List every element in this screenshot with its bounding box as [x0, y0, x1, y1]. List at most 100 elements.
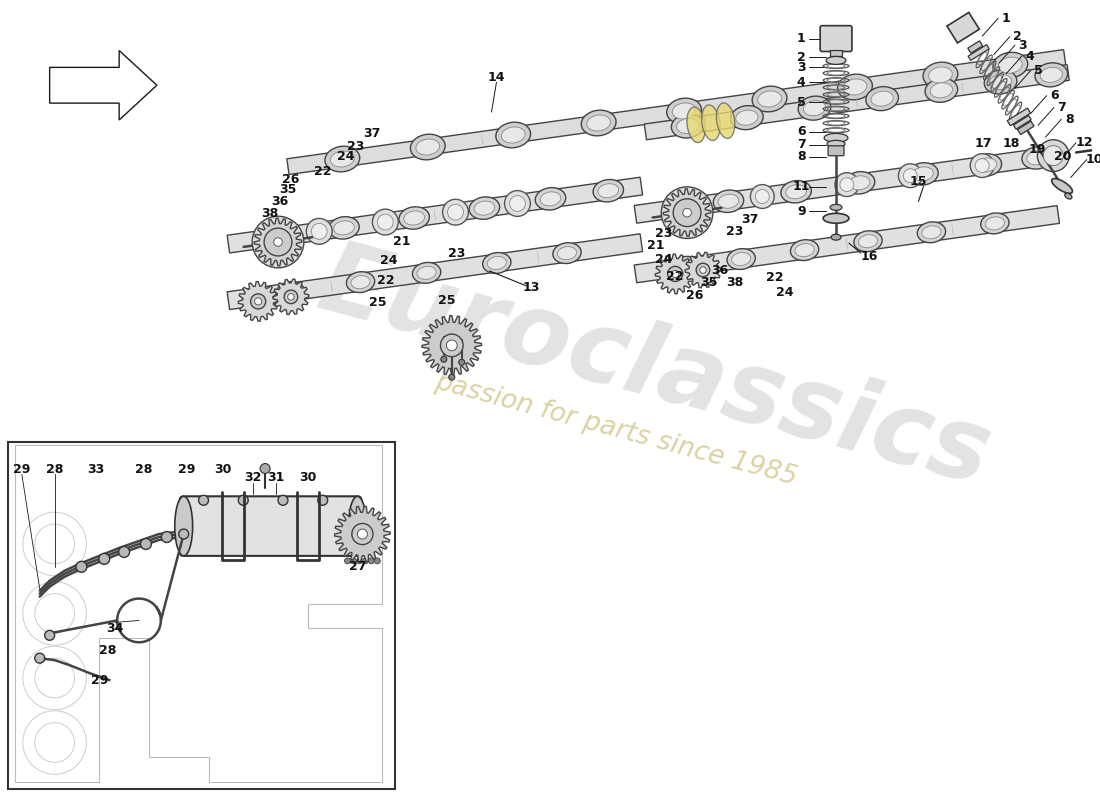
Polygon shape [635, 146, 1059, 223]
Text: 6: 6 [1050, 89, 1059, 102]
Text: 29: 29 [90, 674, 108, 686]
Ellipse shape [668, 202, 689, 215]
Ellipse shape [536, 188, 565, 210]
Ellipse shape [349, 496, 366, 556]
Text: 1: 1 [1002, 12, 1011, 25]
Circle shape [99, 554, 110, 564]
Circle shape [696, 263, 710, 277]
Circle shape [368, 558, 374, 564]
Ellipse shape [672, 103, 696, 119]
Circle shape [288, 294, 294, 300]
Text: 37: 37 [741, 213, 758, 226]
Circle shape [141, 538, 152, 550]
Ellipse shape [417, 266, 437, 279]
Circle shape [377, 214, 393, 230]
Text: 38: 38 [726, 276, 744, 290]
Ellipse shape [558, 246, 576, 260]
Ellipse shape [976, 158, 997, 172]
Ellipse shape [986, 217, 1004, 230]
Ellipse shape [676, 118, 698, 134]
Ellipse shape [267, 230, 288, 244]
Circle shape [356, 558, 362, 564]
Circle shape [678, 204, 696, 222]
Ellipse shape [803, 101, 826, 116]
Circle shape [251, 294, 266, 309]
Text: 5: 5 [1034, 64, 1043, 77]
Ellipse shape [553, 242, 581, 263]
Circle shape [274, 238, 283, 246]
Polygon shape [239, 282, 278, 322]
Text: 31: 31 [267, 471, 285, 484]
Polygon shape [685, 252, 720, 288]
Circle shape [835, 173, 859, 197]
Ellipse shape [672, 256, 701, 277]
Circle shape [45, 630, 55, 640]
Text: 38: 38 [262, 207, 278, 220]
Ellipse shape [496, 122, 530, 148]
Circle shape [199, 495, 209, 506]
Text: 8: 8 [1065, 113, 1074, 126]
Ellipse shape [826, 57, 846, 64]
Circle shape [351, 558, 356, 564]
Circle shape [459, 359, 464, 366]
Polygon shape [968, 41, 982, 54]
Ellipse shape [483, 253, 510, 274]
Polygon shape [287, 50, 1066, 174]
Bar [8, 442, 395, 790]
Polygon shape [947, 12, 979, 43]
Ellipse shape [1026, 151, 1047, 165]
Ellipse shape [280, 286, 300, 298]
FancyBboxPatch shape [821, 26, 851, 51]
Ellipse shape [412, 262, 441, 283]
Text: 26: 26 [686, 290, 704, 302]
Text: 22: 22 [376, 274, 394, 287]
Circle shape [750, 185, 774, 209]
Text: 2: 2 [1013, 30, 1022, 43]
Text: 23: 23 [654, 226, 672, 240]
Ellipse shape [702, 105, 721, 141]
Circle shape [374, 558, 381, 564]
Ellipse shape [989, 74, 1012, 90]
Circle shape [119, 546, 130, 558]
Ellipse shape [858, 234, 878, 248]
Ellipse shape [917, 222, 946, 242]
Circle shape [683, 208, 692, 217]
Ellipse shape [470, 197, 499, 219]
Text: 18: 18 [1002, 138, 1020, 150]
Polygon shape [273, 279, 309, 314]
Text: Euroclassics: Euroclassics [309, 234, 1001, 506]
Text: 9: 9 [798, 205, 805, 218]
Text: 19: 19 [1028, 143, 1046, 156]
Text: 24: 24 [381, 254, 398, 267]
Circle shape [1043, 146, 1064, 166]
Circle shape [1037, 140, 1069, 171]
Ellipse shape [404, 211, 425, 225]
Text: 7: 7 [1057, 101, 1066, 114]
Ellipse shape [823, 214, 849, 223]
Circle shape [673, 198, 701, 226]
Text: 30: 30 [213, 463, 231, 476]
Text: 23: 23 [448, 246, 465, 259]
Ellipse shape [1065, 193, 1072, 199]
Circle shape [692, 198, 706, 212]
Circle shape [270, 233, 287, 251]
Circle shape [688, 194, 711, 218]
Text: 33: 33 [87, 463, 103, 476]
Ellipse shape [1035, 63, 1068, 87]
Circle shape [661, 187, 713, 238]
Polygon shape [254, 218, 301, 266]
Ellipse shape [351, 276, 370, 289]
Circle shape [344, 558, 351, 564]
Circle shape [260, 463, 271, 474]
Circle shape [311, 223, 327, 239]
Ellipse shape [487, 257, 506, 270]
Ellipse shape [581, 110, 616, 136]
Ellipse shape [981, 213, 1009, 234]
Text: 13: 13 [522, 282, 540, 294]
Polygon shape [1013, 115, 1031, 130]
Ellipse shape [175, 496, 192, 556]
Circle shape [447, 340, 458, 350]
Ellipse shape [928, 67, 953, 83]
Text: 24: 24 [337, 150, 354, 163]
FancyBboxPatch shape [179, 496, 362, 556]
